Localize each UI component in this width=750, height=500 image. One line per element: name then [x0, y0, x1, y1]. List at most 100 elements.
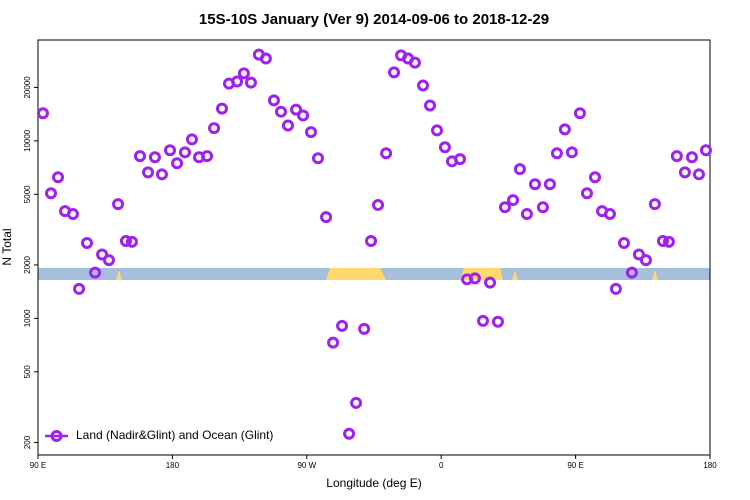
x-tick-label: 0: [439, 461, 444, 470]
point: [102, 254, 115, 267]
point: [678, 166, 691, 179]
point: [699, 144, 712, 157]
point: [304, 126, 317, 139]
point: [454, 153, 467, 166]
point: [290, 103, 303, 116]
point: [96, 248, 109, 261]
point: [36, 107, 49, 120]
point: [133, 150, 146, 163]
point: [231, 75, 244, 88]
point: [201, 150, 214, 163]
point: [507, 194, 520, 207]
y-tick-label: 500: [23, 365, 32, 379]
point: [119, 234, 132, 247]
point: [350, 396, 363, 409]
point: [89, 266, 102, 279]
point: [178, 146, 191, 159]
point: [164, 144, 177, 157]
point: [343, 427, 356, 440]
point: [215, 102, 228, 115]
point: [468, 272, 481, 285]
x-tick-label: 90 E: [567, 461, 583, 470]
point: [484, 276, 497, 289]
point: [125, 235, 138, 248]
point: [498, 201, 511, 214]
land-ocean-strip: [38, 268, 710, 280]
point: [513, 163, 526, 176]
point: [336, 319, 349, 332]
legend-marker: [50, 430, 63, 442]
y-tick-label: 200: [23, 435, 32, 449]
point: [685, 151, 698, 164]
land-patch: [512, 270, 518, 280]
legend-label: Land (Nadir&Glint) and Ocean (Glint): [76, 428, 273, 442]
point: [267, 94, 280, 107]
point: [237, 67, 250, 80]
y-tick-label: 2000: [23, 256, 32, 274]
land-patch: [326, 268, 386, 280]
y-tick-label: 10000: [23, 129, 32, 152]
point: [617, 236, 630, 249]
point: [408, 56, 421, 69]
point: [281, 119, 294, 132]
point: [573, 107, 586, 120]
y-tick-label: 5000: [23, 185, 32, 203]
point: [112, 198, 125, 211]
point: [543, 178, 556, 191]
point: [639, 254, 652, 267]
point: [44, 187, 57, 200]
point: [656, 234, 669, 247]
point: [365, 234, 378, 247]
point: [431, 124, 444, 137]
point: [327, 336, 340, 349]
point: [424, 99, 436, 112]
point: [208, 122, 221, 135]
point: [274, 105, 287, 118]
point: [550, 147, 563, 160]
point: [259, 52, 272, 65]
point: [52, 171, 65, 184]
point: [589, 171, 602, 184]
point: [565, 146, 578, 159]
point: [80, 236, 93, 249]
x-tick-label: 180: [166, 461, 180, 470]
point: [603, 208, 616, 221]
land-patch: [116, 270, 122, 280]
point: [320, 211, 333, 224]
land-patch: [652, 270, 658, 280]
plot-frame: [37, 39, 711, 456]
point: [662, 235, 675, 248]
chart-title: 15S-10S January (Ver 9) 2014-09-06 to 20…: [199, 11, 549, 28]
x-tick-label: 90 W: [297, 461, 316, 470]
x-tick-label: 180: [703, 461, 717, 470]
x-tick-label: 90 E: [30, 461, 46, 470]
point: [491, 315, 504, 328]
point: [312, 152, 324, 165]
point: [372, 199, 385, 212]
point: [358, 322, 371, 335]
point: [558, 123, 571, 136]
point: [66, 208, 79, 221]
x-axis-label: Longitude (deg E): [326, 476, 421, 490]
point: [670, 150, 683, 163]
point: [416, 79, 429, 92]
point: [142, 166, 155, 179]
point: [388, 66, 401, 79]
point: [155, 168, 168, 181]
point: [73, 282, 86, 295]
y-tick-label: 1000: [23, 309, 32, 327]
point: [171, 157, 184, 170]
y-axis-label: N Total: [0, 228, 14, 265]
y-tick-label: 20000: [23, 76, 32, 99]
point: [536, 201, 549, 214]
point: [185, 133, 198, 146]
point: [528, 178, 541, 191]
point: [580, 187, 593, 200]
point: [625, 266, 638, 279]
point: [632, 248, 645, 261]
point: [380, 147, 393, 160]
point: [648, 198, 661, 211]
point: [438, 141, 451, 154]
point: [244, 76, 257, 89]
